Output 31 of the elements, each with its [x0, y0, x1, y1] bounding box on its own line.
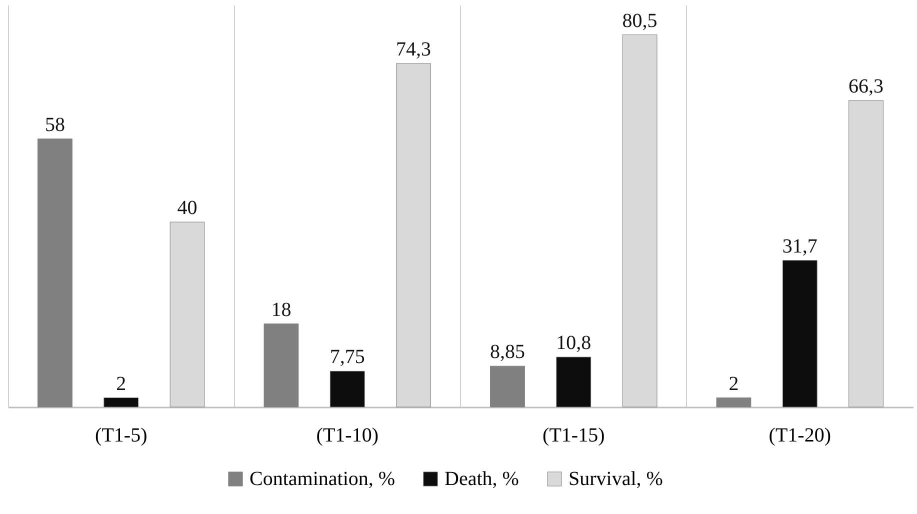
bar [264, 324, 299, 408]
data-label: 7,75 [330, 346, 365, 368]
data-label: 10,8 [556, 332, 592, 354]
x-tick-label: (T1-5) [95, 424, 148, 446]
data-label: 18 [271, 298, 292, 321]
data-label: 66,3 [848, 75, 884, 98]
data-label: 2 [728, 372, 739, 395]
data-label: 74,3 [396, 38, 432, 60]
bar [622, 34, 658, 408]
legend-label: Contamination, % [250, 468, 396, 490]
data-label: 80,5 [622, 10, 658, 32]
data-label: 8,85 [490, 341, 525, 364]
bar [396, 63, 431, 408]
data-label: 2 [116, 372, 126, 395]
legend-label: Death, % [444, 468, 519, 490]
legend-label: Survival, % [568, 468, 663, 490]
bar [38, 138, 72, 408]
x-tick-label: (T1-10) [316, 424, 378, 446]
data-label: 58 [44, 114, 65, 136]
data-label: 31,7 [782, 235, 818, 258]
bar [330, 370, 365, 408]
x-tick-label: (T1-15) [542, 424, 605, 446]
data-label: 40 [177, 197, 198, 220]
bar [490, 366, 525, 408]
bar [556, 356, 592, 408]
x-tick-label: (T1-20) [768, 424, 831, 446]
bar [848, 100, 884, 408]
bar [170, 222, 205, 408]
bar [782, 260, 818, 408]
bar [716, 398, 752, 408]
bar [104, 398, 139, 408]
